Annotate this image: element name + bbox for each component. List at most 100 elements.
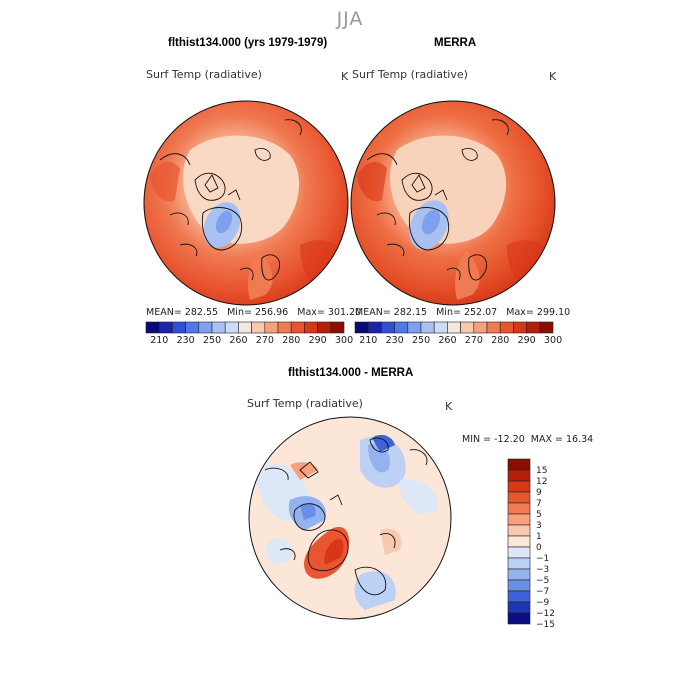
panel-1-min-label: Min= (227, 307, 252, 318)
colorbar-swatch (198, 321, 213, 334)
diff-variable: Surf Temp (radiative) (247, 397, 363, 410)
diff-legend-label: 9 (536, 488, 542, 498)
colorbar-swatch (381, 321, 395, 334)
diff-legend-label: −7 (536, 587, 549, 597)
diff-legend-label: 12 (536, 477, 547, 487)
diff-legend-swatch (507, 590, 531, 603)
colorbar-swatch (367, 321, 382, 334)
colorbar-swatch (251, 321, 266, 334)
diff-legend-swatch (507, 458, 531, 471)
diff-legend-label: 3 (536, 521, 542, 531)
colorbar-swatch (486, 321, 501, 334)
diff-legend-swatch (507, 502, 531, 515)
diff-legend-swatch (507, 535, 531, 548)
colorbar-tick-label: 250 (412, 335, 431, 346)
colorbar-tick-label: 280 (491, 335, 510, 346)
colorbar-swatch (526, 321, 541, 334)
colorbar-tick-label: 290 (517, 335, 536, 346)
colorbar-tick-label: 300 (335, 335, 354, 346)
panel-1-stats: MEAN= 282.55 Min= 256.96 Max= 301.20 (146, 307, 361, 318)
colorbar-tick-label: 260 (229, 335, 248, 346)
colorbar-tick-label: 250 (203, 335, 222, 346)
diff-legend-label: −9 (536, 598, 550, 608)
diff-max-label: MAX = (530, 434, 563, 445)
diff-legend-swatch (507, 491, 531, 504)
colorbar-tick-label: 290 (308, 335, 327, 346)
diff-legend-swatch (507, 557, 531, 570)
diff-units: K (445, 400, 453, 413)
colorbar-tick-label: 280 (282, 335, 301, 346)
colorbar-merra (354, 321, 554, 334)
panel-2-max-label: Max= (506, 307, 534, 318)
panel-2-mean: 282.15 (393, 307, 428, 318)
diff-legend-label: −12 (536, 609, 555, 619)
colorbar-tick-label: 210 (150, 335, 169, 346)
colorbar-swatch (407, 321, 422, 334)
colorbar-swatch (499, 321, 514, 334)
map-merra (350, 100, 556, 306)
diff-legend-swatch (507, 524, 531, 537)
panel-1-min: 256.96 (254, 307, 289, 318)
colorbar-tick-label: 270 (464, 335, 483, 346)
panel-2-stats: MEAN= 282.15 Min= 252.07 Max= 299.10 (355, 307, 570, 318)
diff-legend-swatch (507, 480, 531, 493)
colorbar-swatch (394, 321, 409, 334)
diff-legend-label: −3 (536, 565, 549, 575)
colorbar-tick-label: 230 (385, 335, 404, 346)
diff-max: 16.34 (566, 434, 594, 445)
colorbar-swatch (238, 321, 252, 334)
colorbar-swatch (447, 321, 461, 334)
panel-2-min-label: Min= (436, 307, 461, 318)
diff-min-label: MIN = (462, 434, 492, 445)
diff-legend-swatch (507, 579, 531, 592)
diff-legend-swatch (507, 612, 531, 625)
colorbar-swatch (473, 321, 488, 334)
colorbar-tick-label: 230 (176, 335, 195, 346)
diff-legend-label: 1 (536, 532, 542, 542)
panel-1-units: K (341, 70, 349, 83)
panel-1-variable: Surf Temp (radiative) (146, 68, 262, 81)
colorbar-swatch (433, 321, 448, 334)
panel-2-title: MERRA (434, 37, 477, 49)
colorbar-swatch (185, 321, 200, 334)
colorbar-swatch (330, 321, 345, 334)
diff-minmax: MIN = -12.20 MAX = 16.34 (462, 434, 593, 445)
colorbar-swatch (277, 321, 292, 334)
colorbar-tick-label: 270 (255, 335, 274, 346)
panel-1-title: flthist134.000 (yrs 1979-1979) (168, 37, 328, 49)
map-model (143, 100, 349, 306)
colorbar-model (145, 321, 345, 334)
map-difference (248, 416, 452, 620)
panel-2-min: 252.07 (463, 307, 498, 318)
colorbar-swatch (211, 321, 226, 334)
panel-2-mean-label: MEAN= (355, 307, 391, 318)
colorbar-tick-label: 300 (544, 335, 563, 346)
colorbar-swatch (354, 321, 369, 334)
colorbar-swatch (264, 321, 279, 334)
colorbar-tick-label: 210 (359, 335, 378, 346)
diff-legend-swatch (507, 601, 531, 614)
diff-legend-swatch (507, 546, 531, 559)
panel-1-max: 301.20 (327, 307, 362, 318)
diff-legend-swatch (507, 513, 531, 526)
diff-legend-swatch (507, 469, 531, 482)
diff-min: -12.20 (494, 434, 525, 445)
colorbar-swatch (460, 321, 475, 334)
colorbar-swatch (539, 321, 554, 334)
panel-2-variable: Surf Temp (radiative) (352, 68, 468, 81)
diff-legend-label: −1 (536, 554, 549, 564)
diff-legend-label: −5 (536, 576, 549, 586)
diff-legend-label: −15 (536, 620, 555, 630)
panel-2-units: K (549, 70, 557, 83)
colorbar-swatch (145, 321, 160, 334)
colorbar-swatch (172, 321, 186, 334)
panel-1-mean-label: MEAN= (146, 307, 182, 318)
colorbar-swatch (290, 321, 305, 334)
diff-legend-swatch (507, 568, 531, 581)
diff-legend-label: 7 (536, 499, 542, 509)
season-title: JJA (336, 8, 364, 30)
colorbar-swatch (304, 321, 318, 334)
diff-legend-label: 5 (536, 510, 542, 520)
